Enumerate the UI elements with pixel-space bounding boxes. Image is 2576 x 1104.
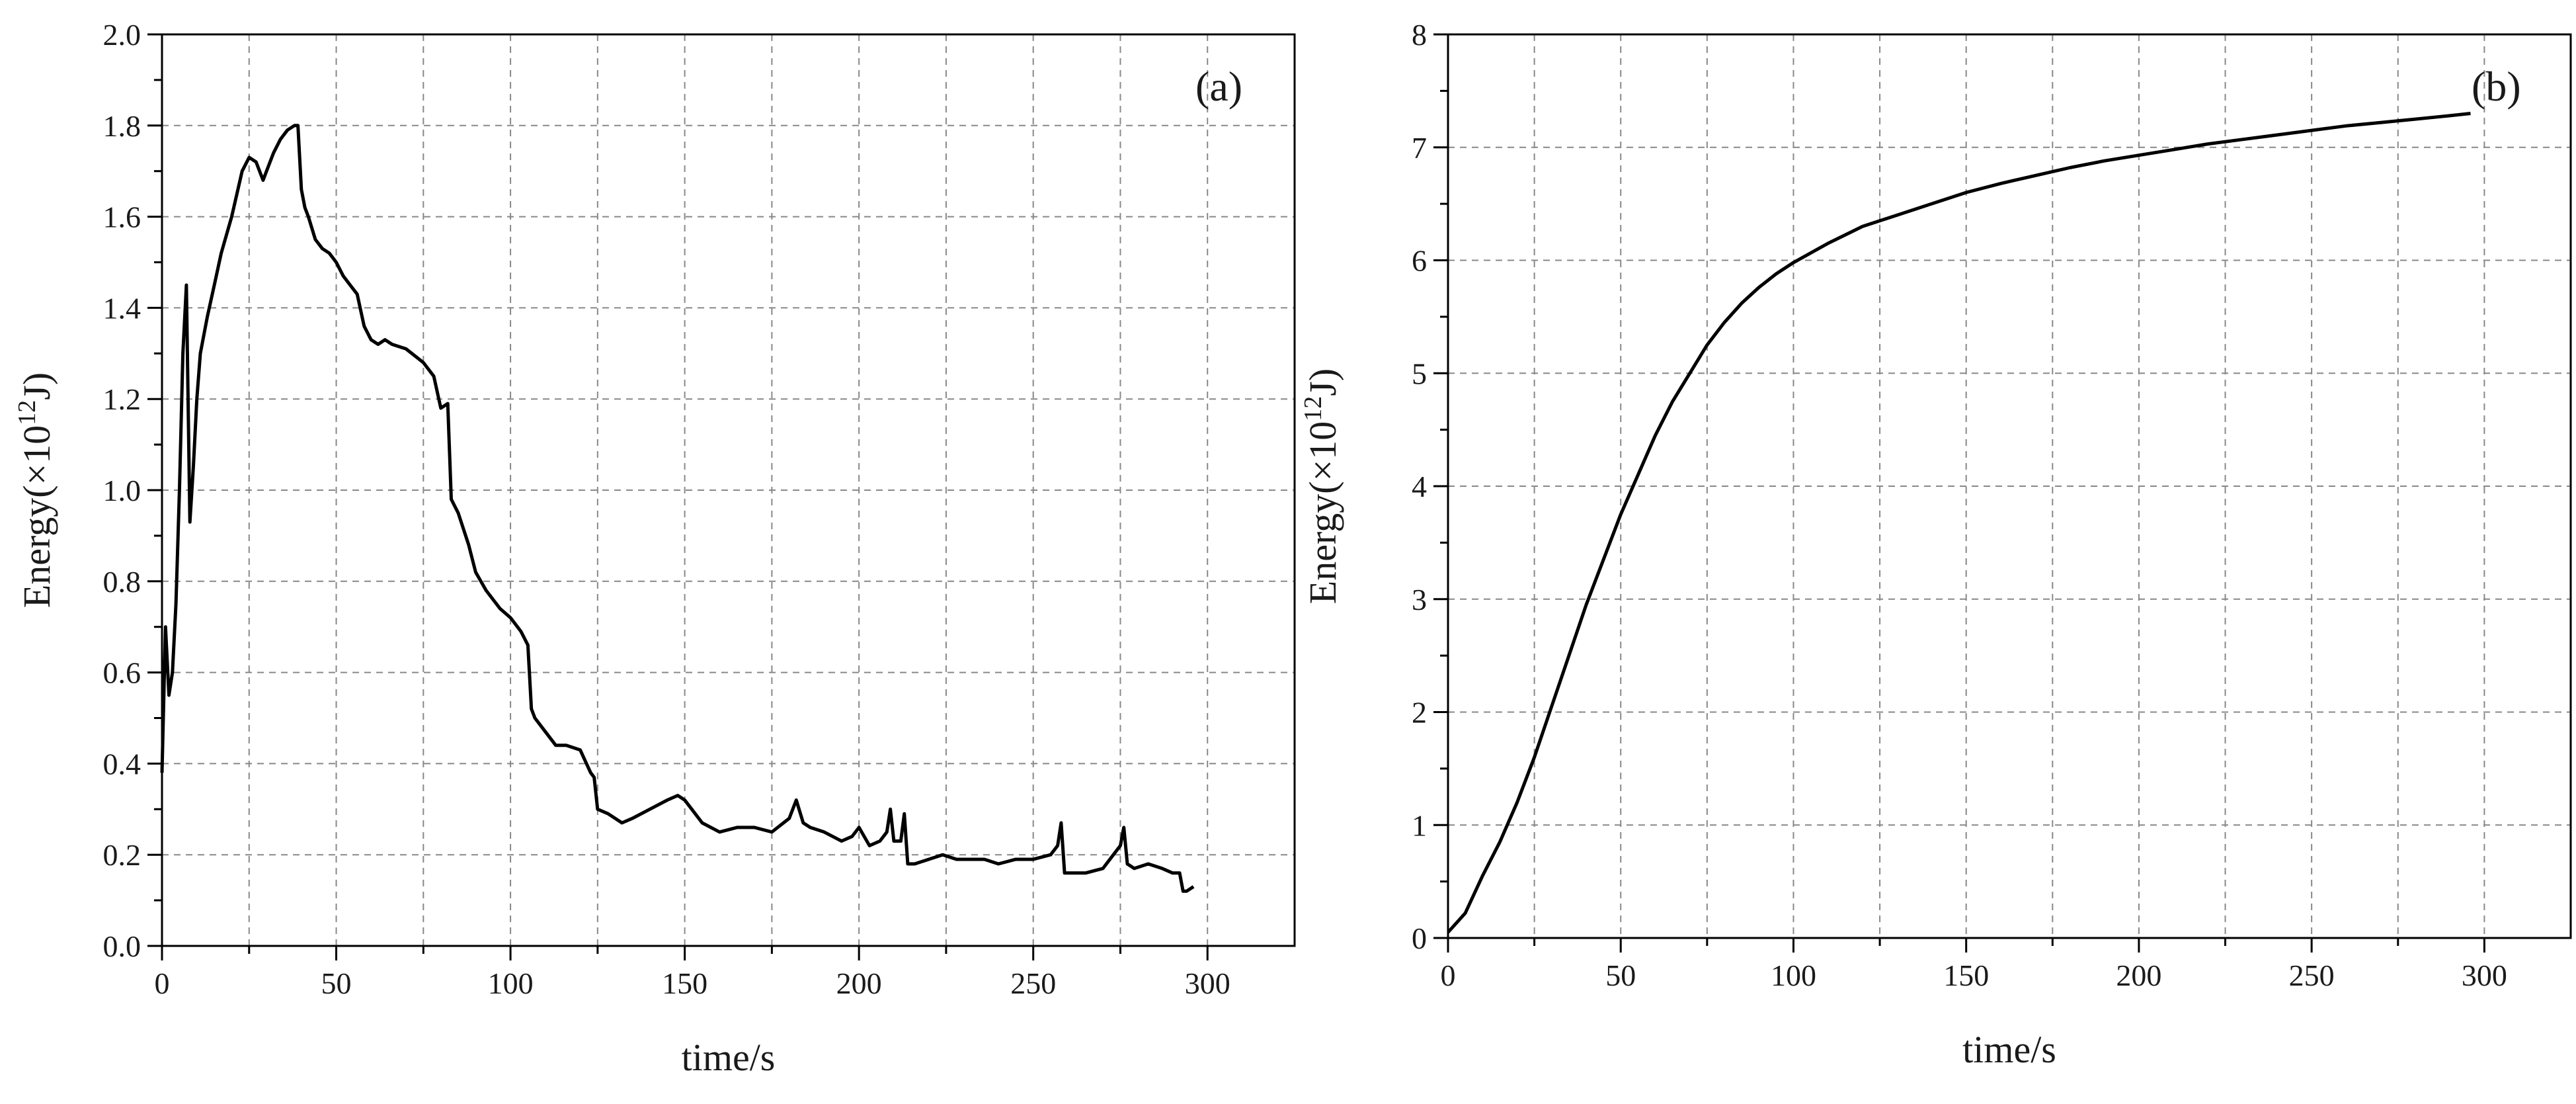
y-axis-label-unit: J) (1301, 368, 1344, 396)
y-tick-labels: 0 1 2 3 4 5 6 7 8 (1412, 18, 1427, 955)
grid-lines (1448, 34, 2571, 938)
y-tick-label: 0.6 (103, 656, 141, 690)
y-tick-label: 7 (1412, 131, 1427, 165)
x-tick-labels: 0 50 100 150 200 250 300 (155, 966, 1230, 1000)
y-tick-labels: 0.0 0.2 0.4 0.6 0.8 1.0 1.2 1.4 1.6 1.8 2.0 (103, 18, 141, 963)
energy-curve-b (1447, 112, 2471, 934)
y-axis-label-main: Energy(×10 (1301, 421, 1344, 604)
y-tick-label: 8 (1412, 18, 1427, 52)
panel-label-b: (b) (2472, 63, 2521, 110)
y-tick-label: 5 (1412, 357, 1427, 390)
x-tick-labels: 0 50 100 150 200 250 300 (1441, 958, 2507, 992)
panel-label-a: (a) (1195, 63, 1242, 110)
axis-ticks (1433, 33, 2485, 953)
y-tick-label: 1.4 (103, 291, 141, 325)
x-tick-label: 250 (1010, 966, 1056, 1000)
y-tick-label: 1.6 (103, 200, 141, 234)
y-tick-label: 1.0 (103, 474, 141, 507)
y-tick-label: 3 (1412, 583, 1427, 616)
y-tick-label: 6 (1412, 244, 1427, 278)
y-axis-label-exponent: 12 (1299, 396, 1327, 421)
y-axis-label-a: Energy(×1012J) (13, 372, 58, 608)
x-tick-label: 50 (1605, 958, 1636, 992)
x-tick-label: 100 (488, 966, 534, 1000)
plot-frame-a (161, 33, 1296, 947)
chart-panel-a: 0 50 100 150 200 250 300 0.0 0.2 0.4 0.6 0.8 1.0 1.2… (13, 18, 1296, 1079)
y-axis-label-exponent: 12 (13, 400, 41, 425)
y-tick-label: 0.8 (103, 565, 141, 599)
y-axis-label-unit: J) (15, 372, 58, 400)
y-tick-label: 2.0 (103, 18, 141, 52)
x-tick-label: 0 (155, 966, 170, 1000)
x-tick-label: 150 (1943, 958, 1989, 992)
x-tick-label: 0 (1441, 958, 1456, 992)
grid-lines (162, 34, 1295, 946)
y-axis-label-b: Energy(×1012J) (1299, 368, 1344, 604)
x-tick-label: 200 (2116, 958, 2161, 992)
x-axis-label-a: time/s (682, 1036, 776, 1079)
plot-frame-b (1447, 33, 2572, 939)
energy-curve-a (160, 124, 1195, 893)
y-tick-label: 2 (1412, 696, 1427, 730)
y-axis-label-main: Energy(×10 (15, 425, 58, 608)
x-axis-label-b: time/s (1962, 1028, 2056, 1071)
y-tick-label: 1.8 (103, 109, 141, 143)
axis-ticks (147, 33, 1209, 960)
y-tick-label: 0.2 (103, 838, 141, 872)
x-tick-label: 200 (836, 966, 882, 1000)
y-tick-label: 0 (1412, 921, 1427, 955)
y-tick-label: 0.0 (103, 929, 141, 963)
x-tick-label: 100 (1771, 958, 1816, 992)
y-tick-label: 1.2 (103, 382, 141, 416)
x-tick-label: 50 (321, 966, 352, 1000)
x-tick-label: 250 (2289, 958, 2335, 992)
y-tick-label: 0.4 (103, 747, 141, 781)
x-tick-label: 300 (1185, 966, 1230, 1000)
x-tick-label: 300 (2462, 958, 2507, 992)
x-tick-label: 150 (662, 966, 707, 1000)
y-tick-label: 4 (1412, 470, 1427, 503)
y-tick-label: 1 (1412, 808, 1427, 842)
